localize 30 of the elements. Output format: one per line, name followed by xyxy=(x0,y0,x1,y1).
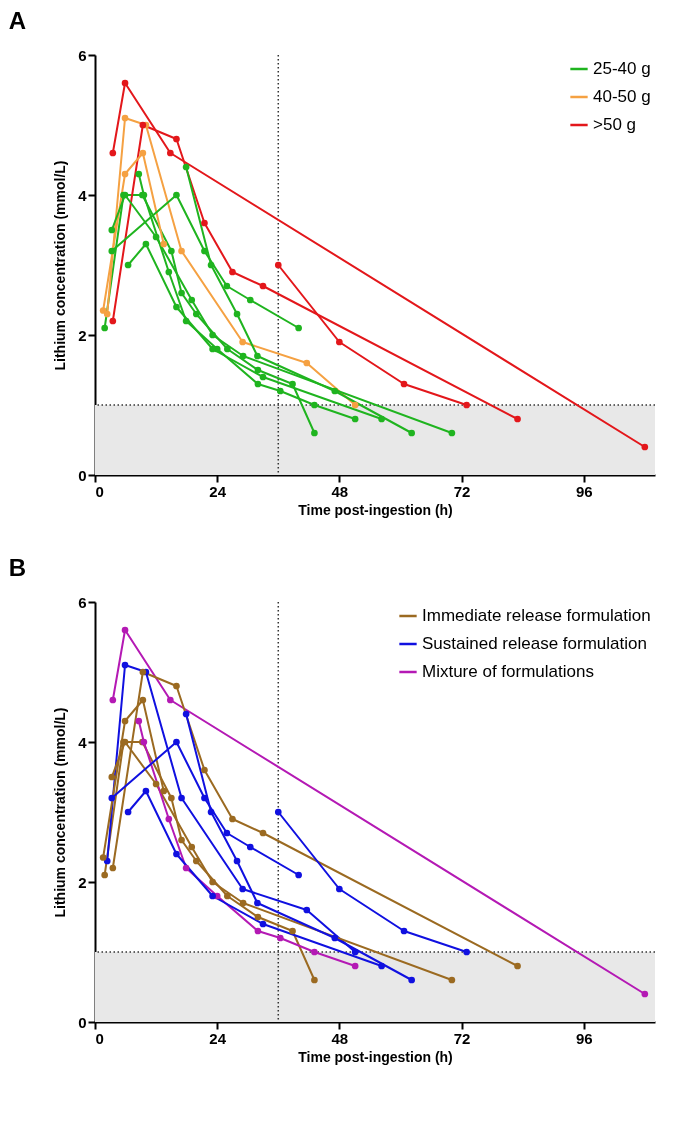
legend-label: Immediate release formulation xyxy=(422,606,651,625)
y-tick-label: 6 xyxy=(78,46,87,64)
y-axis-title: Lithium concentration (mmol/L) xyxy=(52,160,69,371)
y-tick-label: 0 xyxy=(78,466,87,484)
legend-label: 40-50 g xyxy=(593,87,651,106)
legend-label: >50 g xyxy=(593,115,637,134)
y-tick-label: 0 xyxy=(78,1013,87,1031)
x-tick-label: 0 xyxy=(95,1029,104,1047)
legend-label: Mixture of formulations xyxy=(422,662,594,681)
y-tick-label: 2 xyxy=(78,326,87,344)
x-axis-title: Time post-ingestion (h) xyxy=(298,1048,453,1065)
chart-title: A xyxy=(8,7,26,34)
x-tick-label: 96 xyxy=(575,482,593,500)
y-tick-label: 6 xyxy=(78,593,87,611)
x-tick-label: 24 xyxy=(209,482,227,500)
x-axis-title: Time post-ingestion (h) xyxy=(298,501,453,518)
x-tick-label: 24 xyxy=(209,1029,227,1047)
y-axis-title: Lithium concentration (mmol/L) xyxy=(52,707,69,918)
chart-title: B xyxy=(8,554,26,581)
legend-label: Sustained release formulation xyxy=(422,634,647,653)
y-tick-label: 4 xyxy=(78,186,88,204)
x-tick-label: 72 xyxy=(453,482,471,500)
x-tick-label: 72 xyxy=(453,1029,471,1047)
x-tick-label: 0 xyxy=(95,482,104,500)
legend-label: 25-40 g xyxy=(593,59,651,78)
x-tick-label: 96 xyxy=(575,1029,593,1047)
x-tick-label: 48 xyxy=(331,1029,349,1047)
y-tick-label: 2 xyxy=(78,873,87,891)
y-tick-label: 4 xyxy=(78,733,88,751)
x-tick-label: 48 xyxy=(331,482,349,500)
